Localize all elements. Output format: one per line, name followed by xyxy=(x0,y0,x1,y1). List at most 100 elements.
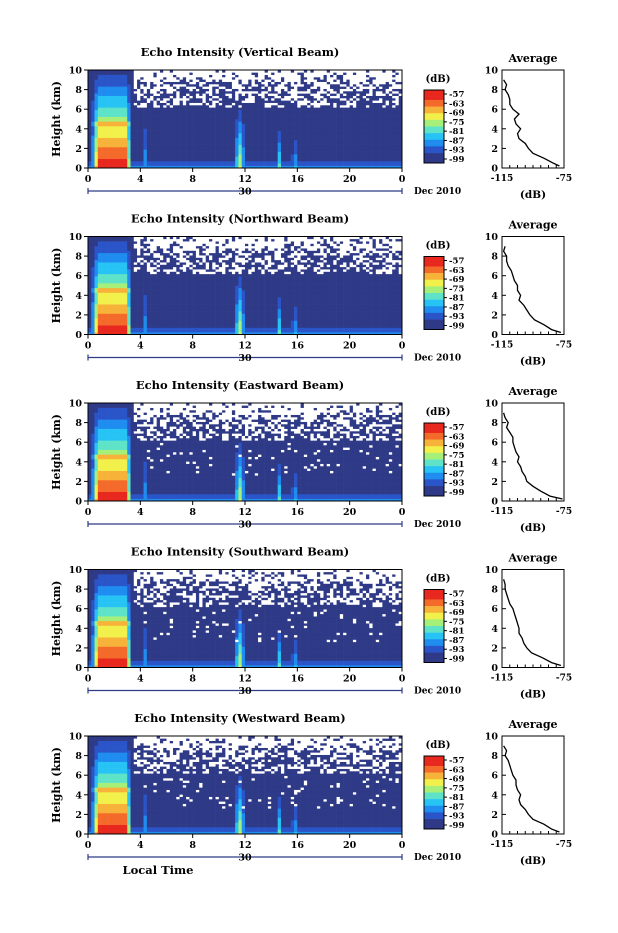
heatmap-cell xyxy=(147,283,151,286)
heatmap-cell xyxy=(108,288,112,291)
heatmap-cell xyxy=(186,105,190,108)
heatmap-cell xyxy=(307,149,311,152)
heatmap-cell xyxy=(232,110,236,113)
heatmap-cell xyxy=(91,302,95,305)
heatmap-cell xyxy=(337,112,341,115)
heatmap-cell xyxy=(134,131,138,134)
heatmap-cell xyxy=(333,126,337,129)
heatmap-cell xyxy=(353,79,357,82)
heatmap-cell xyxy=(127,262,131,265)
heatmap-cell xyxy=(147,297,151,300)
heatmap-cell xyxy=(363,145,367,148)
heatmap-cell xyxy=(202,140,206,143)
heatmap-cell xyxy=(392,77,396,80)
heatmap-cell xyxy=(366,121,370,124)
heatmap-cell xyxy=(392,75,396,78)
heatmap-cell xyxy=(314,114,318,117)
heatmap-cell xyxy=(88,328,92,331)
heatmap-cell xyxy=(95,274,99,277)
heatmap-cell xyxy=(157,107,161,110)
heatmap-cell xyxy=(333,124,337,127)
heatmap-cell xyxy=(350,119,354,122)
heatmap-cell xyxy=(144,267,148,270)
heatmap-cell xyxy=(363,149,367,152)
heatmap-cell xyxy=(216,82,220,85)
heatmap-cell xyxy=(199,96,203,99)
heatmap-cell xyxy=(108,117,112,120)
heatmap-cell xyxy=(340,119,344,122)
heatmap-cell xyxy=(167,91,171,94)
heatmap-cell xyxy=(95,244,99,247)
heatmap-cell xyxy=(340,133,344,136)
heatmap-cell xyxy=(95,272,99,275)
heatmap-cell xyxy=(209,152,213,155)
heatmap-cell xyxy=(245,145,249,148)
heatmap-cell xyxy=(137,117,141,120)
heatmap-cell xyxy=(320,86,324,89)
heatmap-cell xyxy=(353,75,357,78)
heatmap-cell xyxy=(222,159,226,162)
heatmap-cell xyxy=(324,159,328,162)
heatmap-cell xyxy=(304,105,308,108)
heatmap-cell xyxy=(127,75,131,78)
heatmap-cell xyxy=(88,288,92,291)
heatmap-cell xyxy=(206,149,210,152)
heatmap-cell xyxy=(121,311,125,314)
heatmap-cell xyxy=(98,297,102,300)
heatmap-cell xyxy=(320,135,324,138)
heatmap-cell xyxy=(98,107,102,110)
heatmap-cell xyxy=(88,321,92,324)
heatmap-cell xyxy=(114,161,118,164)
heatmap-cell xyxy=(225,142,229,145)
heatmap-cell xyxy=(301,110,305,113)
heatmap-cell xyxy=(284,72,288,75)
heatmap-cell xyxy=(124,276,128,279)
heatmap-cell xyxy=(333,84,337,87)
heatmap-cell xyxy=(274,140,278,143)
heatmap-cell xyxy=(124,96,128,99)
heatmap-cell xyxy=(356,145,360,148)
heatmap-cell xyxy=(131,269,135,272)
heatmap-cell xyxy=(163,161,167,164)
heatmap-cell xyxy=(353,89,357,92)
heatmap-cell xyxy=(193,161,197,164)
heatmap-cell xyxy=(216,135,220,138)
heatmap-cell xyxy=(202,89,206,92)
heatmap-cell xyxy=(111,244,115,247)
heatmap-cell xyxy=(173,107,177,110)
heatmap-cell xyxy=(252,112,256,115)
heatmap-cell xyxy=(95,93,99,96)
heatmap-cell xyxy=(359,86,363,89)
heatmap-cell xyxy=(127,255,131,258)
heatmap-cell xyxy=(127,149,131,152)
heatmap-cell xyxy=(330,114,334,117)
heatmap-cell xyxy=(124,84,128,87)
heatmap-cell xyxy=(245,107,249,110)
heatmap-cell xyxy=(330,98,334,101)
heatmap-cell xyxy=(314,75,318,78)
heatmap-cell xyxy=(144,302,148,305)
heatmap-cell xyxy=(137,77,141,80)
heatmap-cell xyxy=(222,161,226,164)
heatmap-cell xyxy=(245,128,249,131)
heatmap-cell xyxy=(153,154,157,157)
heatmap-cell xyxy=(304,79,308,82)
heatmap-cell xyxy=(278,110,282,113)
heatmap-cell xyxy=(176,124,180,127)
heatmap-cell xyxy=(117,79,121,82)
heatmap-cell xyxy=(359,138,363,141)
heatmap-cell xyxy=(127,248,131,251)
heatmap-cell xyxy=(108,86,112,89)
heatmap-cell xyxy=(389,107,393,110)
heatmap-cell xyxy=(248,72,252,75)
heatmap-cell xyxy=(395,128,399,131)
heatmap-cell xyxy=(144,307,148,310)
heatmap-cell xyxy=(183,75,187,78)
heatmap-cell xyxy=(209,126,213,129)
heatmap-cell xyxy=(98,82,102,85)
heatmap-cell xyxy=(330,149,334,152)
heatmap-cell xyxy=(258,89,262,92)
heatmap-cell xyxy=(209,110,213,113)
heatmap-cell xyxy=(157,105,161,108)
heatmap-cell xyxy=(160,154,164,157)
